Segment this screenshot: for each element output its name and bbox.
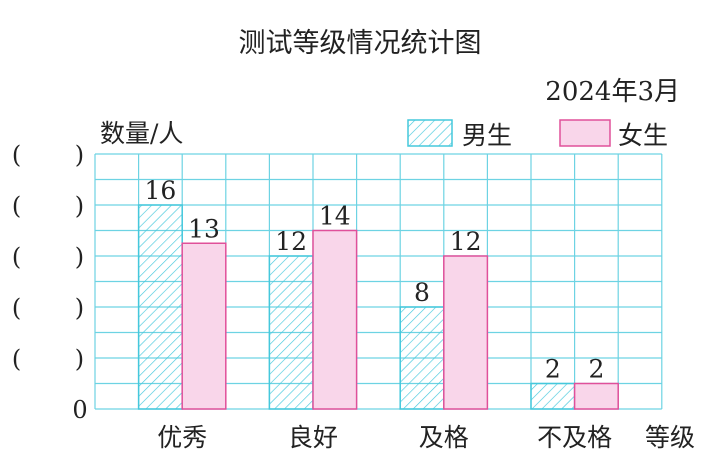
y-tick-label: ( ): [12, 294, 84, 322]
y-ticks: 0 ( ) ( ) ( ) ( ) ( ): [12, 141, 88, 424]
x-tick-label: 良好: [288, 423, 338, 452]
y-tick-label: ( ): [12, 345, 84, 373]
bar-male: [137, 204, 183, 410]
legend-swatch-male: [407, 119, 453, 147]
data-label: 14: [319, 202, 351, 231]
data-label: 12: [275, 227, 307, 256]
bars: 16 13 12 14 8 12 2 2: [137, 176, 619, 410]
y-axis-label: 数量/人: [100, 119, 183, 148]
y-tick-label: ( ): [12, 141, 84, 169]
bar-female: [181, 242, 227, 410]
bar-female: [312, 229, 358, 410]
bar-female: [573, 382, 619, 410]
chart-title: 测试等级情况统计图: [239, 28, 482, 59]
legend-swatch-female: [559, 119, 611, 147]
legend-label-female: 女生: [618, 121, 668, 150]
bar-male: [268, 255, 314, 410]
x-tick-label: 不及格: [537, 423, 612, 452]
data-label: 2: [545, 355, 561, 384]
x-tick-label: 及格: [419, 423, 469, 452]
data-label: 12: [450, 227, 482, 256]
y-tick-label: 0: [72, 396, 87, 424]
x-tick-label: 优秀: [157, 423, 207, 452]
x-axis-label: 等级: [645, 423, 695, 452]
legend: 男生 女生: [407, 119, 668, 150]
chart-date: 2024年3月: [545, 77, 680, 107]
bar-male: [530, 382, 576, 410]
y-tick-label: ( ): [12, 243, 84, 271]
data-label: 2: [588, 355, 604, 384]
bar-male: [399, 306, 445, 410]
data-label: 13: [188, 214, 220, 243]
legend-label-male: 男生: [462, 121, 512, 150]
bar-female: [443, 255, 489, 410]
data-label: 16: [144, 176, 176, 205]
y-tick-label: ( ): [12, 192, 84, 220]
data-label: 8: [414, 278, 430, 307]
x-labels: 优秀 良好 及格 不及格: [157, 423, 612, 452]
